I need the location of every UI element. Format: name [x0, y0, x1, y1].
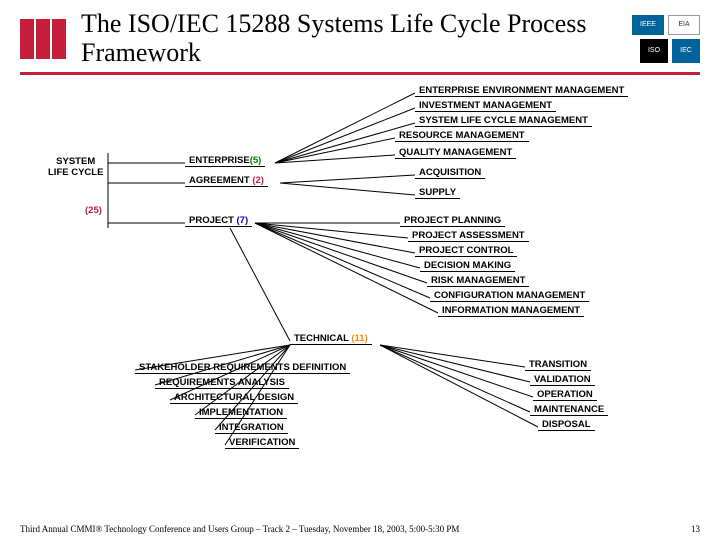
agr-item-0: ACQUISITION [415, 167, 485, 179]
ent-item-4: QUALITY MANAGEMENT [395, 147, 516, 159]
tech-l-5: VERIFICATION [225, 437, 299, 449]
tech-l-3: IMPLEMENTATION [195, 407, 287, 419]
logos-right: IEEE EIA ISO IEC [632, 15, 700, 63]
connector-lines [0, 83, 720, 463]
eia-logo: EIA [668, 15, 700, 35]
page-title: The ISO/IEC 15288 Systems Life Cycle Pro… [81, 10, 632, 67]
tech-r-2: OPERATION [533, 389, 597, 401]
iso-logo: ISO [640, 39, 668, 63]
tech-l-4: INTEGRATION [215, 422, 288, 434]
divider-line [20, 72, 700, 75]
prj-item-3: DECISION MAKING [420, 260, 515, 272]
prj-item-5: CONFIGURATION MANAGEMENT [430, 290, 589, 302]
ent-item-1: INVESTMENT MANAGEMENT [415, 100, 556, 112]
tech-r-3: MAINTENANCE [530, 404, 608, 416]
footer-text: Third Annual CMMI® Technology Conference… [20, 524, 459, 534]
prj-item-4: RISK MANAGEMENT [427, 275, 529, 287]
tech-r-0: TRANSITION [525, 359, 591, 371]
prj-item-2: PROJECT CONTROL [415, 245, 517, 257]
prj-item-6: INFORMATION MANAGEMENT [438, 305, 584, 317]
ieee-logo: IEEE [632, 15, 664, 35]
page-number: 13 [691, 524, 700, 534]
header: The ISO/IEC 15288 Systems Life Cycle Pro… [0, 0, 720, 72]
branch-project: PROJECT (7) [185, 215, 252, 227]
ent-item-0: ENTERPRISE ENVIRONMENT MANAGEMENT [415, 85, 628, 97]
tech-r-1: VALIDATION [530, 374, 595, 386]
csc-logo [20, 19, 66, 59]
tech-l-0: STAKEHOLDER REQUIREMENTS DEFINITION [135, 362, 350, 374]
agr-item-1: SUPPLY [415, 187, 460, 199]
iec-logo: IEC [672, 39, 700, 63]
footer: Third Annual CMMI® Technology Conference… [0, 524, 720, 534]
branch-technical: TECHNICAL (11) [290, 333, 372, 345]
tech-r-4: DISPOSAL [538, 419, 595, 431]
prj-item-0: PROJECT PLANNING [400, 215, 505, 227]
diagram: SYSTEMLIFE CYCLE (25) ENTERPRISE(5) ENTE… [0, 83, 720, 463]
branch-enterprise: ENTERPRISE(5) [185, 155, 265, 167]
prj-item-1: PROJECT ASSESSMENT [408, 230, 529, 242]
ent-item-2: SYSTEM LIFE CYCLE MANAGEMENT [415, 115, 592, 127]
root-system: SYSTEMLIFE CYCLE [48, 156, 103, 178]
ent-item-3: RESOURCE MANAGEMENT [395, 130, 529, 142]
root-count: (25) [85, 205, 102, 216]
branch-agreement: AGREEMENT (2) [185, 175, 268, 187]
tech-l-2: ARCHITECTURAL DESIGN [170, 392, 298, 404]
tech-l-1: REQUIREMENTS ANALYSIS [155, 377, 289, 389]
